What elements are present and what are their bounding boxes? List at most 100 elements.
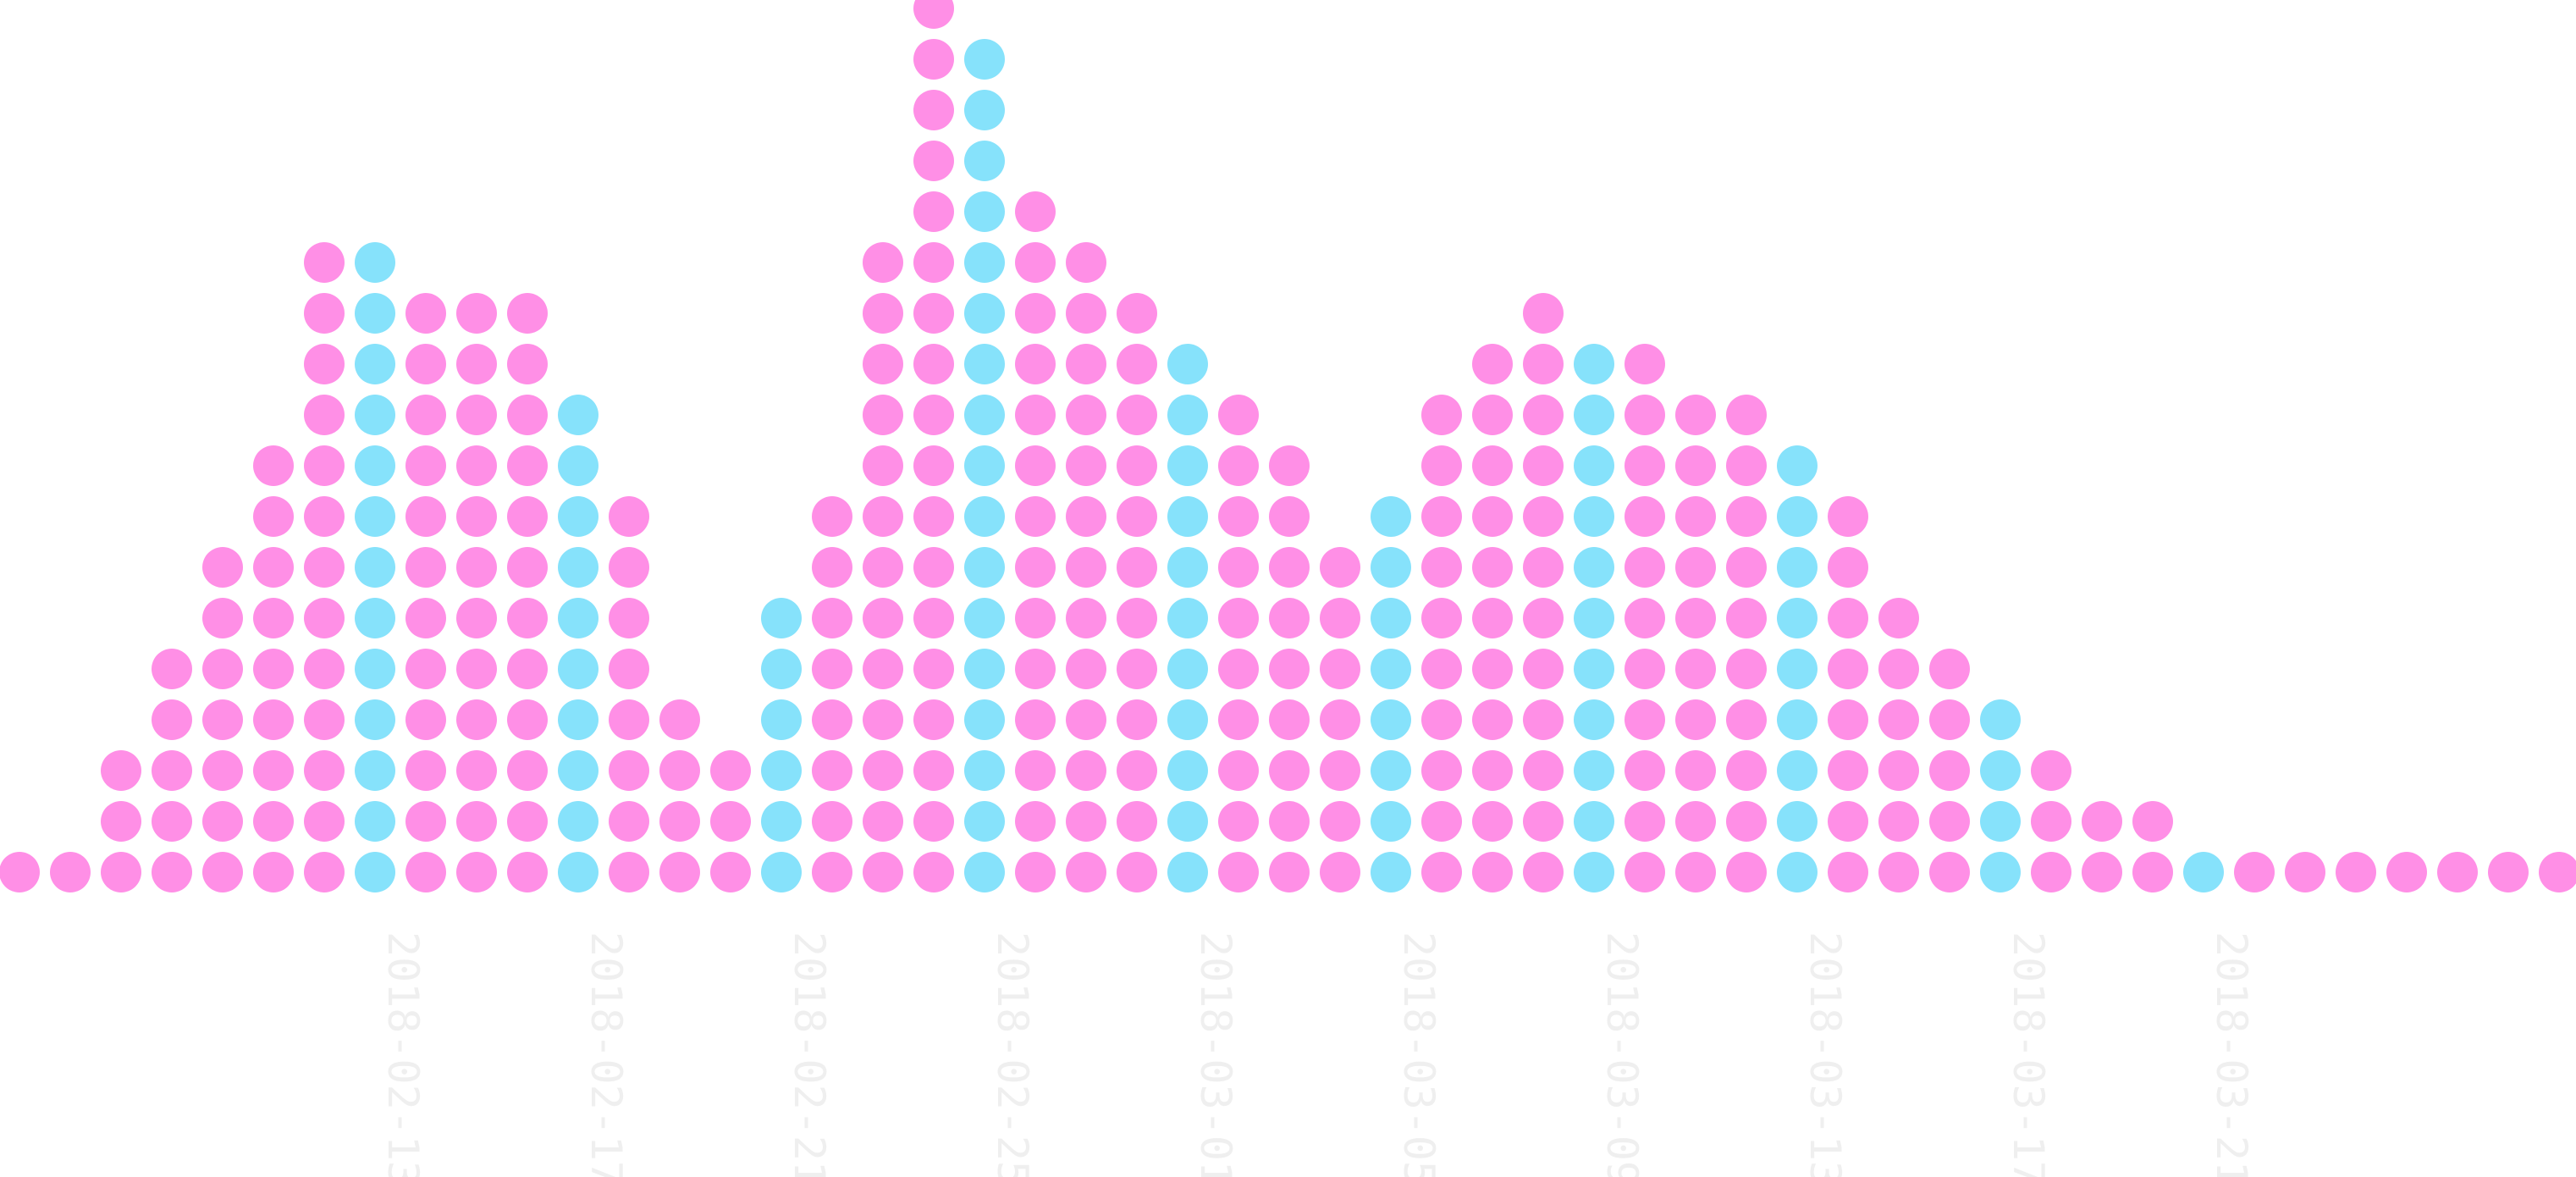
dot-mark: [355, 293, 395, 334]
x-tick-label: 2018-02-13: [378, 931, 427, 1177]
dot-mark: [507, 699, 548, 740]
dot-mark: [558, 496, 598, 537]
dot-mark: [405, 547, 446, 588]
dot-mark: [1269, 699, 1310, 740]
dot-mark: [1117, 750, 1157, 791]
dot-mark: [1878, 649, 1919, 689]
dot-mark: [1980, 750, 2021, 791]
dot-mark: [913, 598, 954, 638]
dot-mark: [609, 496, 649, 537]
dot-mark: [202, 598, 243, 638]
dot-mark: [1167, 445, 1208, 486]
dot-mark: [1218, 649, 1259, 689]
dot-mark: [405, 293, 446, 334]
dot-mark: [1574, 852, 1614, 892]
dot-mark: [1117, 547, 1157, 588]
dot-mark: [355, 699, 395, 740]
dot-mark: [1777, 801, 1818, 842]
dot-mark: [202, 699, 243, 740]
dot-mark: [1675, 445, 1716, 486]
dot-mark: [1624, 750, 1665, 791]
dot-mark: [304, 496, 345, 537]
dot-mark: [964, 445, 1005, 486]
dot-mark: [964, 547, 1005, 588]
dot-mark: [152, 801, 192, 842]
dot-mark: [405, 598, 446, 638]
dot-mark: [1624, 801, 1665, 842]
dot-mark: [50, 852, 91, 892]
dot-mark: [913, 90, 954, 130]
dot-mark: [609, 547, 649, 588]
dot-mark: [1624, 445, 1665, 486]
dot-mark: [456, 649, 497, 689]
dot-mark: [1777, 445, 1818, 486]
dot-mark: [964, 242, 1005, 283]
dot-mark: [1878, 699, 1919, 740]
dot-mark: [1828, 699, 1868, 740]
dot-mark: [863, 445, 903, 486]
dot-mark: [304, 598, 345, 638]
dot-mark: [1167, 344, 1208, 384]
dot-mark: [355, 496, 395, 537]
dot-mark: [964, 852, 1005, 892]
dot-mark: [1320, 649, 1360, 689]
dot-mark: [1523, 598, 1564, 638]
dot-mark: [253, 750, 294, 791]
dot-mark: [913, 191, 954, 232]
dot-mark: [1167, 649, 1208, 689]
dot-mark: [1066, 344, 1106, 384]
dot-mark: [1929, 699, 1970, 740]
dot-mark: [659, 699, 700, 740]
dot-mark: [1015, 801, 1056, 842]
dot-mark: [1929, 649, 1970, 689]
dot-mark: [609, 801, 649, 842]
dot-mark: [1117, 699, 1157, 740]
dot-mark: [1269, 750, 1310, 791]
dot-mark: [456, 852, 497, 892]
x-tick-label: 2018-03-17: [2004, 931, 2053, 1177]
dot-mark: [1980, 699, 2021, 740]
dot-mark: [1218, 496, 1259, 537]
dot-mark: [964, 191, 1005, 232]
dot-mark: [1117, 598, 1157, 638]
dot-mark: [2082, 801, 2122, 842]
x-tick-label: 2018-02-17: [582, 931, 631, 1177]
dot-mark: [2132, 801, 2173, 842]
x-tick-label: 2018-03-21: [2207, 931, 2256, 1177]
dot-mark: [1320, 547, 1360, 588]
dot-mark: [1066, 750, 1106, 791]
dot-mark: [253, 801, 294, 842]
dot-mark: [1371, 649, 1411, 689]
dot-mark: [1828, 547, 1868, 588]
dot-mark: [1117, 801, 1157, 842]
dot-mark: [1624, 496, 1665, 537]
dot-mark: [913, 445, 954, 486]
dot-mark: [964, 598, 1005, 638]
x-tick-label: 2018-02-25: [988, 931, 1037, 1177]
dot-mark: [1726, 649, 1767, 689]
dot-mark: [1269, 445, 1310, 486]
dot-mark: [558, 750, 598, 791]
dot-marks: [0, 0, 2576, 892]
dot-mark: [1015, 598, 1056, 638]
dot-mark: [1777, 750, 1818, 791]
dot-mark: [1472, 344, 1513, 384]
dot-mark: [1574, 344, 1614, 384]
dot-mark: [405, 750, 446, 791]
dot-mark: [1726, 750, 1767, 791]
dot-mark: [1167, 598, 1208, 638]
dot-mark: [913, 0, 954, 29]
dot-mark: [202, 547, 243, 588]
dot-mark: [1624, 344, 1665, 384]
dot-mark: [1574, 750, 1614, 791]
dot-mark: [1675, 395, 1716, 435]
dot-mark: [1167, 395, 1208, 435]
dot-mark: [1117, 496, 1157, 537]
dot-mark: [1167, 496, 1208, 537]
dot-mark: [1320, 750, 1360, 791]
dot-mark: [2082, 852, 2122, 892]
dot-mark: [1218, 547, 1259, 588]
dot-mark: [2031, 801, 2071, 842]
dot-mark: [1167, 547, 1208, 588]
dot-mark: [558, 852, 598, 892]
